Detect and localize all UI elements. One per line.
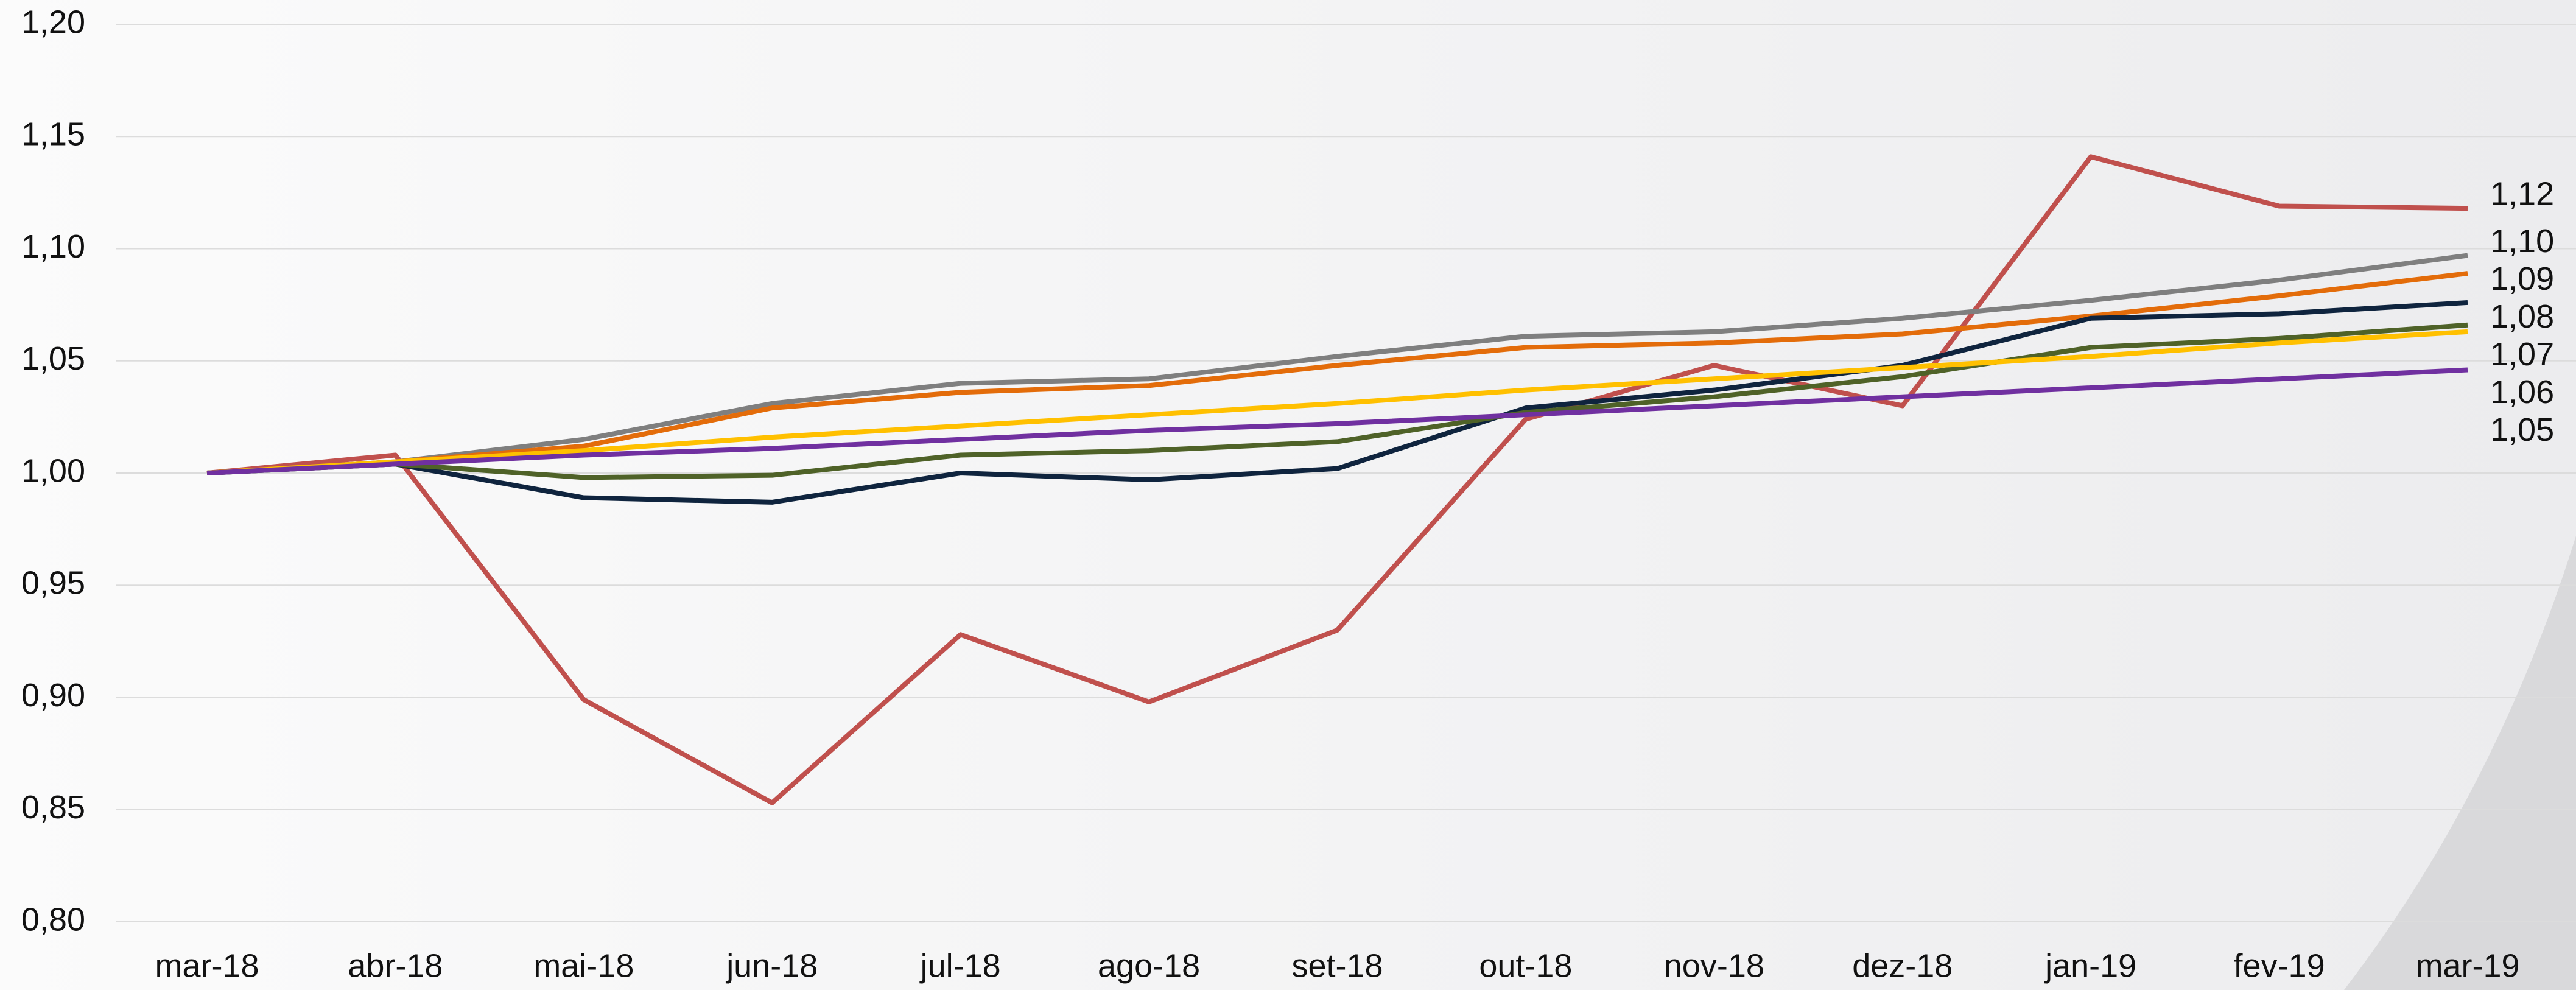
line: [206, 367, 2468, 475]
line: [206, 154, 2468, 805]
data-label: 1,10: [2490, 223, 2554, 259]
y-tick-label: 1,00: [21, 452, 85, 489]
y-tick-label: 1,20: [21, 4, 85, 40]
x-tick-label: jan-19: [2044, 947, 2136, 984]
line: [206, 300, 2468, 505]
y-tick-label: 0,85: [21, 789, 85, 826]
data-label: 1,12: [2490, 175, 2554, 212]
x-tick-label: mai-18: [533, 947, 634, 984]
x-tick-label: abr-18: [348, 947, 443, 984]
data-label: 1,07: [2490, 336, 2554, 373]
y-tick-label: 1,05: [21, 340, 85, 377]
x-tick-label: nov-18: [1664, 947, 1764, 984]
x-tick-label: ago-18: [1098, 947, 1200, 984]
x-tick-label: mar-18: [155, 947, 259, 984]
decoration: [2344, 536, 2576, 990]
line: [206, 329, 2468, 475]
y-tick-label: 0,80: [21, 901, 85, 938]
x-tick-label: mar-19: [2415, 947, 2519, 984]
x-tick-label: jul-18: [919, 947, 1001, 984]
x-tick-label: fev-19: [2234, 947, 2325, 984]
y-tick-label: 1,15: [21, 116, 85, 153]
line: [206, 322, 2468, 480]
y-tick-label: 0,90: [21, 677, 85, 714]
y-tick-label: 1,10: [21, 228, 85, 265]
x-tick-label: jun-18: [725, 947, 818, 984]
y-tick-label: 0,95: [21, 565, 85, 602]
data-label: 1,08: [2490, 298, 2554, 335]
data-label: 1,09: [2490, 261, 2554, 297]
x-tick-label: set-18: [1291, 947, 1383, 984]
data-label: 1,06: [2490, 374, 2554, 410]
line: [206, 253, 2468, 475]
x-tick-label: out-18: [1479, 947, 1572, 984]
data-label: 1,05: [2490, 412, 2554, 448]
x-tick-label: dez-18: [1852, 947, 1953, 984]
